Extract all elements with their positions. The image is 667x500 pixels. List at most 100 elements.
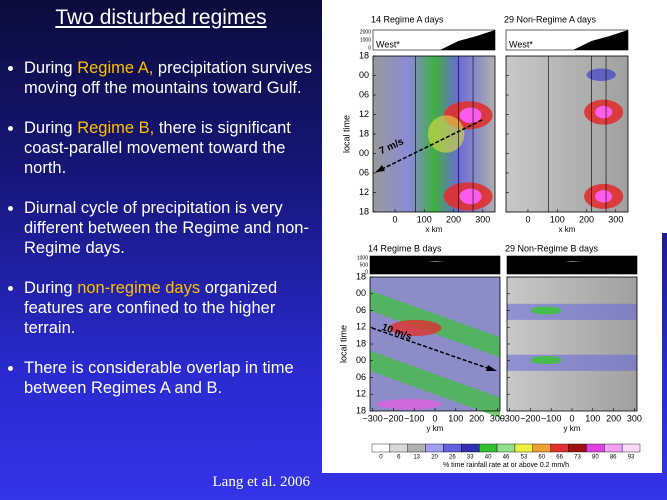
x-tick-label: 200 (469, 413, 484, 423)
x-tick-label: 300 (627, 413, 642, 423)
colorbar-cell (496, 443, 516, 453)
bullet: During Regime A, precipitation survives … (24, 58, 324, 98)
precip-feature (586, 68, 616, 81)
topo-left-label: South (510, 263, 534, 273)
precip-band (507, 303, 637, 320)
bullet-text: During (24, 279, 78, 297)
colorbar-tick-label: 13 (413, 455, 420, 461)
x-axis-label: y km (427, 424, 444, 433)
panel-title: 29 Non-Regime A days (504, 14, 597, 24)
y-tick-label: 00 (359, 70, 369, 80)
citation: Lang et al. 2006 (212, 474, 310, 490)
panel-body (507, 277, 637, 411)
colorbar-cell (621, 443, 641, 453)
x-axis-label: x km (426, 225, 443, 234)
y-tick-label: 00 (359, 148, 369, 158)
panel-title: 14 Regime B days (368, 243, 442, 253)
colorbar-tick-label: 66 (556, 455, 563, 461)
precip-feature (530, 306, 562, 315)
bullet-text: there is significant coast-parallel move… (24, 119, 291, 177)
precip-feature (595, 105, 613, 119)
bullet: Diurnal cycle of precipitation is very d… (24, 198, 324, 258)
colorbar-cell (425, 443, 444, 453)
bullet: There is considerable overlap in time be… (24, 358, 324, 398)
topo-right-label: North (612, 263, 634, 273)
x-tick-label: 0 (432, 413, 437, 423)
y-tick-label: 18 (359, 50, 369, 60)
x-tick-label: 100 (585, 413, 600, 423)
y-tick-label: 12 (356, 322, 366, 332)
x-tick-label: 300 (608, 214, 623, 224)
colorbar-cell (407, 443, 426, 453)
colorbar-tick-label: 86 (610, 455, 617, 461)
precip-feature (427, 115, 465, 153)
topo-right-label: East* (603, 39, 625, 49)
bullet-text: Diurnal cycle of precipitation is very d… (24, 199, 309, 257)
x-tick-label: −100 (541, 413, 561, 423)
colorbar-cell (461, 443, 480, 453)
y-tick-label: 18 (356, 405, 366, 415)
colorbar-tick-label: 73 (574, 455, 581, 461)
x-tick-label: −100 (404, 413, 424, 423)
bullet-list: During Regime A, precipitation survives … (8, 58, 324, 418)
topo-tick-label: 0 (365, 269, 368, 275)
x-tick-label: 0 (569, 413, 574, 423)
x-tick-label: 200 (446, 214, 461, 224)
y-tick-label: 12 (356, 389, 366, 399)
y-tick-label: 06 (356, 372, 366, 382)
x-tick-label: 100 (417, 214, 432, 224)
y-axis-label: local time (341, 115, 351, 153)
colorbar-tick-label: 40 (485, 455, 492, 461)
x-tick-label: 100 (448, 413, 463, 423)
bullet-text: precipitation survives moving off the mo… (24, 59, 312, 97)
y-tick-label: 18 (356, 338, 366, 348)
y-tick-label: 18 (356, 271, 366, 281)
x-tick-label: −300 (499, 413, 519, 423)
bullet-text: organized features are confined to the h… (24, 279, 278, 337)
x-tick-label: −200 (383, 413, 403, 423)
x-tick-label: 0 (525, 214, 530, 224)
colorbar-tick-label: 93 (628, 455, 635, 461)
x-axis-label: x km (559, 225, 576, 234)
colorbar-cell (604, 443, 623, 453)
bullet-text: There is considerable overlap in time be… (24, 359, 294, 397)
topo-right-label: East* (470, 39, 492, 49)
bullet-text: During (24, 119, 78, 137)
highlight-text: Regime B, (77, 119, 155, 137)
colorbar-cell (389, 443, 408, 453)
topo-tick-label: 1000 (357, 255, 368, 261)
colorbar-cell (371, 443, 391, 453)
x-tick-label: −200 (520, 413, 540, 423)
precip-band (507, 354, 637, 371)
colorbar-tick-label: 46 (503, 455, 510, 461)
y-tick-label: 06 (356, 305, 366, 315)
topo-tick-label: 2000 (360, 29, 371, 35)
colorbar-tick-label: 0 (379, 455, 383, 461)
x-tick-label: 300 (475, 214, 490, 224)
y-tick-label: 18 (359, 128, 369, 138)
precip-feature (389, 319, 442, 336)
colorbar-tick-label: 33 (467, 455, 474, 461)
y-tick-label: 12 (359, 109, 369, 119)
y-tick-label: 06 (359, 167, 369, 177)
topo-tick-label: 0 (368, 45, 371, 51)
precip-feature (530, 356, 562, 365)
precip-feature (459, 188, 482, 205)
bullet: During non-regime days organized feature… (24, 278, 324, 338)
arrow-head (376, 165, 385, 172)
topo-tick-label: 500 (360, 262, 369, 268)
colorbar-tick-label: 60 (538, 455, 545, 461)
colorbar-cell (443, 443, 462, 453)
x-tick-label: −300 (362, 413, 382, 423)
slide-title: Two disturbed regimes (55, 6, 267, 29)
topo-shape (573, 30, 628, 50)
highlight-text: non-regime days (77, 279, 201, 297)
colorbar-cell (479, 443, 498, 453)
precip-band (370, 350, 500, 418)
arrow-head (486, 365, 497, 371)
colorbar-cell (532, 443, 551, 453)
colorbar-tick-label: 53 (521, 455, 528, 461)
y-tick-label: 12 (359, 187, 369, 197)
colorbar-tick-label: 26 (449, 455, 456, 461)
panel-title: 14 Regime A days (371, 14, 444, 24)
